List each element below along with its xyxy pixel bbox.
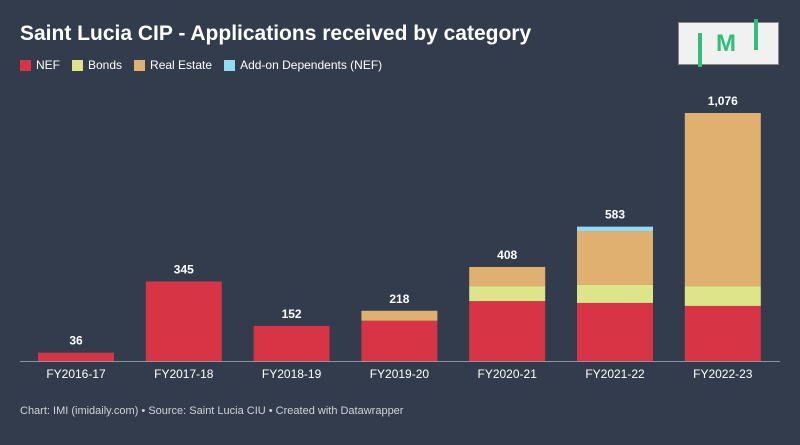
legend-swatch <box>224 59 236 71</box>
x-tick-label: FY2019-20 <box>370 367 430 381</box>
total-label: 152 <box>282 307 302 321</box>
imi-logo: M <box>678 19 779 67</box>
bar-segment <box>253 325 330 361</box>
bar-segment <box>684 305 761 361</box>
bar-segment <box>577 302 653 361</box>
x-tick-label: FY2018-19 <box>262 367 322 381</box>
bar-segment <box>145 281 222 361</box>
legend-item: NEF <box>20 58 60 72</box>
bar-segment <box>361 320 438 361</box>
legend-label: Add-on Dependents (NEF) <box>240 58 383 72</box>
legend-label: Real Estate <box>150 58 213 72</box>
bar-segment <box>577 226 653 232</box>
chart-title: Saint Lucia CIP - Applications received … <box>20 22 532 45</box>
x-tick-label: FY2017-18 <box>154 367 214 381</box>
legend-item: Add-on Dependents (NEF) <box>224 58 382 72</box>
x-tick-label: FY2021-22 <box>585 367 645 381</box>
total-label: 218 <box>389 292 409 306</box>
total-label: 345 <box>174 262 194 276</box>
bar-segment <box>684 113 761 287</box>
bar-segment <box>469 266 546 287</box>
legend-swatch <box>20 59 31 71</box>
bar-segment <box>577 231 653 285</box>
legend-swatch <box>134 59 146 71</box>
chart-footer: Chart: IMI (imidaily.com) • Source: Sain… <box>20 405 404 417</box>
bar-segment <box>361 310 438 321</box>
total-label: 583 <box>605 208 625 222</box>
legend: NEF Bonds Real Estate Add-on Dependents (NE… <box>20 58 382 72</box>
total-label: 408 <box>497 248 517 262</box>
legend-item: Bonds <box>72 58 122 72</box>
bar-segment <box>577 284 653 303</box>
legend-item: Real Estate <box>134 58 212 72</box>
total-label: 36 <box>69 334 83 348</box>
bar-segment <box>684 286 761 306</box>
x-tick-label: FY2022-23 <box>693 367 753 381</box>
legend-label: NEF <box>36 58 60 72</box>
x-tick-label: FY2020-21 <box>478 367 538 381</box>
legend-label: Bonds <box>88 58 123 72</box>
bar-segment <box>469 301 546 361</box>
legend-swatch <box>72 59 83 71</box>
bar-segment <box>38 352 114 361</box>
x-tick-label: FY2016-17 <box>46 367 106 381</box>
bar-segment <box>469 286 546 302</box>
total-label: 1,076 <box>708 94 738 108</box>
